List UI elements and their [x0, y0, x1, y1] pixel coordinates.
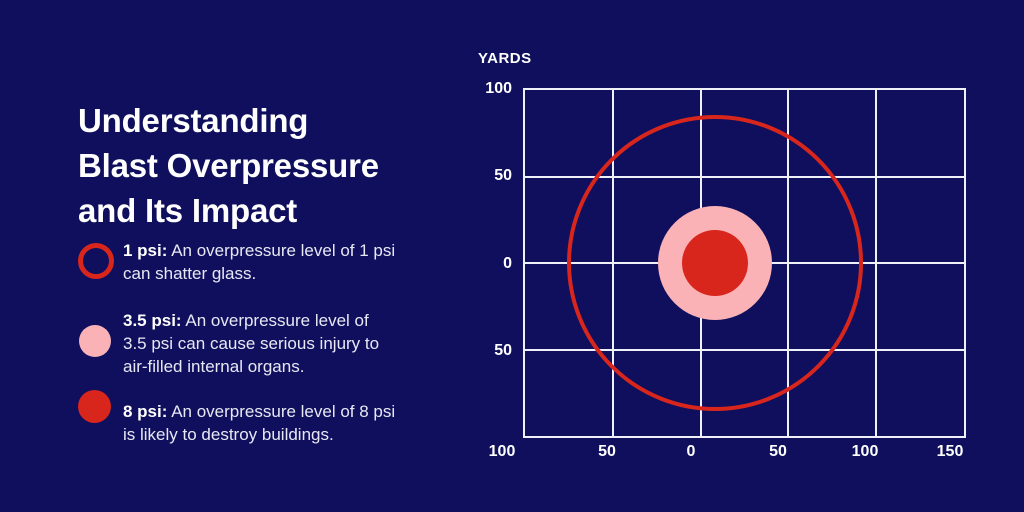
x-tick-label-0: 0	[686, 443, 696, 460]
legend-item-3-5psi: 3.5 psi: An overpressure level of 3.5 ps…	[123, 309, 473, 378]
legend-term-3-5psi: 3.5 psi:	[123, 311, 182, 330]
chart-grid	[523, 88, 966, 438]
x-tick-label-50-left: 50	[598, 443, 616, 460]
8psi-blast-radius-circle	[682, 230, 748, 296]
legend-item-1psi: 1 psi: An overpressure level of 1 psi ca…	[123, 239, 473, 285]
1psi-ring-marker-icon	[78, 243, 114, 279]
yards-axis-unit-label: YARDS	[478, 50, 532, 67]
legend-term-8psi: 8 psi:	[123, 402, 168, 421]
y-tick-label-100-top: 100	[485, 80, 512, 97]
y-tick-label-50-top: 50	[494, 167, 512, 184]
x-tick-label-100-right: 100	[851, 443, 879, 460]
legend-description-8psi: An overpressure level of 8 psi is likely…	[123, 402, 396, 444]
legend-description-3-5psi: An overpressure level of 3.5 psi can cau…	[123, 311, 380, 376]
x-tick-label-50-right: 50	[769, 443, 787, 460]
page-title: Understanding Blast Overpressure and Its I…	[78, 98, 379, 233]
title-line-2: Blast Overpressure	[78, 147, 379, 185]
3-5psi-circle-marker-icon	[79, 325, 111, 357]
legend-item-8psi: 8 psi: An overpressure level of 8 psi is…	[123, 400, 473, 446]
title-line-3: and Its Impact	[78, 192, 298, 230]
y-tick-label-0: 0	[503, 255, 512, 272]
x-tick-label-100-left: 100	[488, 443, 516, 460]
8psi-circle-marker-icon	[78, 390, 111, 423]
1psi-blast-radius-ring	[567, 115, 863, 411]
legend-description-1psi: An overpressure level of 1 psi can shatt…	[123, 241, 396, 283]
y-tick-label-50-bottom: 50	[494, 342, 512, 359]
x-tick-label-150: 150	[936, 443, 964, 460]
legend-term-1psi: 1 psi:	[123, 241, 168, 260]
title-line-1: Understanding	[78, 102, 309, 140]
